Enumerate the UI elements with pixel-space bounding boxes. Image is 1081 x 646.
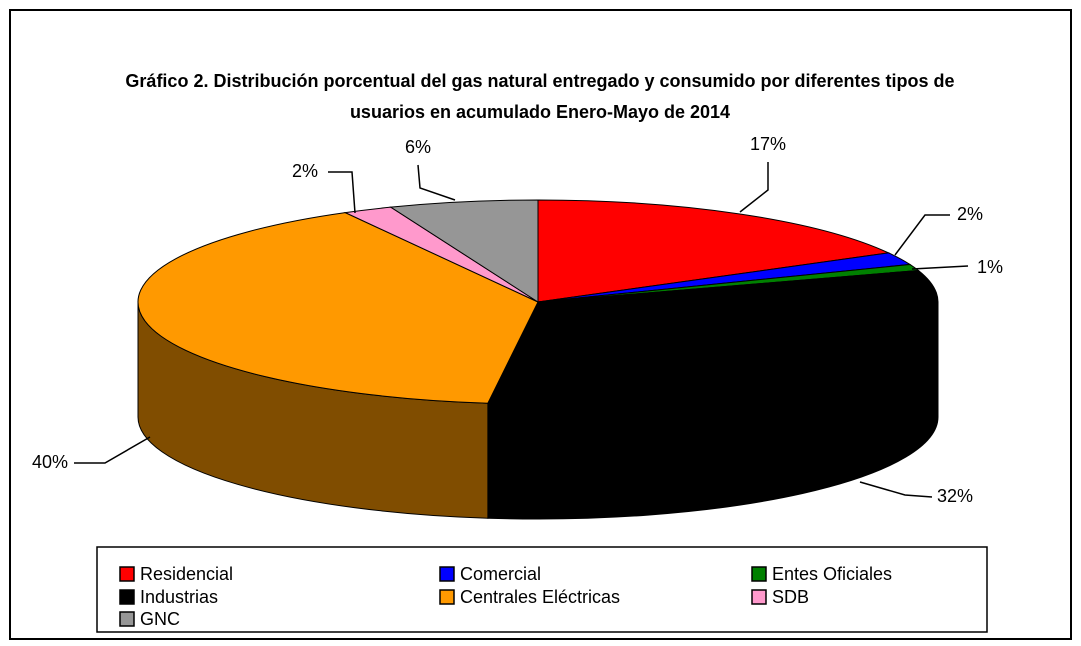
leader-line xyxy=(894,214,950,256)
leader-line xyxy=(739,162,769,213)
legend-swatch xyxy=(119,566,135,582)
legend-label: Industrias xyxy=(140,587,218,607)
legend-swatch xyxy=(439,589,455,605)
data-label: 6% xyxy=(405,137,431,157)
legend-swatch xyxy=(751,566,767,582)
legend-label: SDB xyxy=(772,587,809,607)
legend-swatch xyxy=(119,589,135,605)
legend-label: Comercial xyxy=(460,564,541,584)
data-label: 2% xyxy=(957,204,983,224)
data-label: 32% xyxy=(937,486,973,506)
pie-slice xyxy=(389,199,539,303)
data-label: 40% xyxy=(32,452,68,472)
legend-swatch xyxy=(119,611,135,627)
pie-slice xyxy=(487,269,939,405)
legend-label: Centrales Eléctricas xyxy=(460,587,620,607)
legend-label: GNC xyxy=(140,609,180,629)
leader-line xyxy=(859,481,933,498)
legend-box xyxy=(96,546,988,633)
data-label: 1% xyxy=(977,257,1003,277)
leader-line xyxy=(417,164,456,201)
legend-label: Residencial xyxy=(140,564,233,584)
legend-label: Entes Oficiales xyxy=(772,564,892,584)
pie-slice xyxy=(137,212,539,404)
legend-swatch xyxy=(439,566,455,582)
data-label: 17% xyxy=(750,134,786,154)
chart-title: Gráfico 2. Distribución porcentual del g… xyxy=(125,71,955,122)
data-label: 2% xyxy=(292,161,318,181)
leader-line xyxy=(911,265,969,270)
pie-slice xyxy=(537,199,891,303)
legend-swatch xyxy=(751,589,767,605)
leader-line xyxy=(74,436,151,464)
leader-line xyxy=(328,171,356,214)
